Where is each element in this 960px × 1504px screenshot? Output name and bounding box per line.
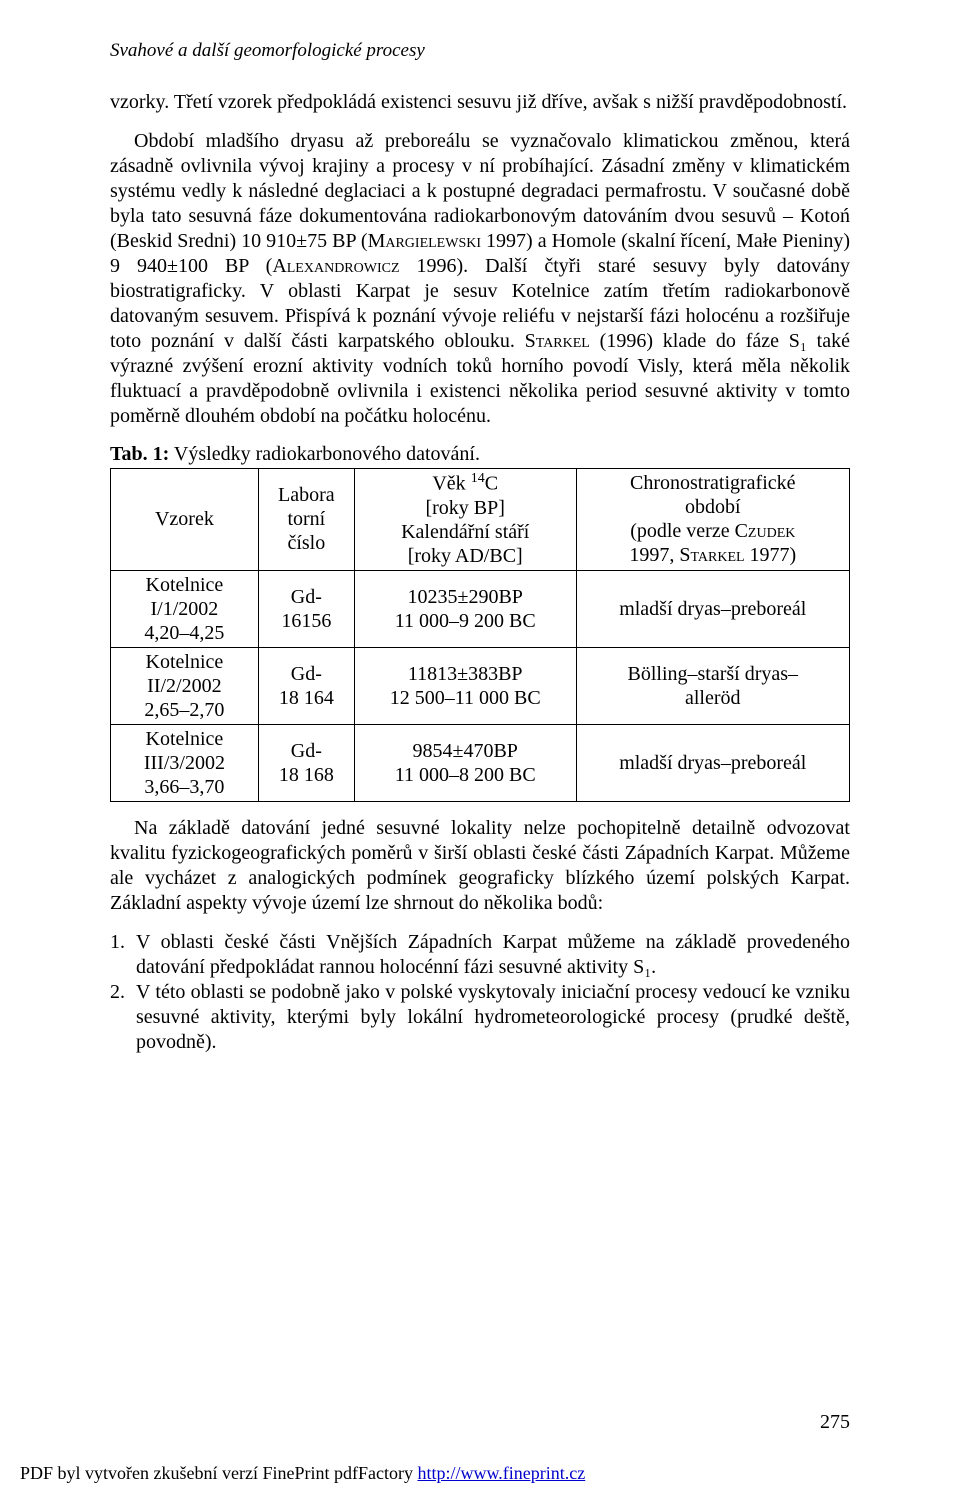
list-text: V této oblasti se podobně jako v polské … [136,980,850,1055]
list-text: V oblasti české části Vnějších Západních… [136,930,850,980]
list-item: 2. V této oblasti se podobně jako v pols… [110,980,850,1055]
running-header: Svahové a další geomorfologické procesy [110,40,850,62]
th-age: Věk 14C [roky BP] Kalendářní stáří [roky… [354,469,576,571]
paragraph-1: vzorky. Třetí vzorek předpokládá existen… [110,90,850,115]
cell-chrono: mladší dryas–preboreál [576,570,849,647]
th-chrono: Chronostratigrafické období (podle verze… [576,469,849,571]
results-table: Vzorek Labora torní číslo Věk 14C [roky … [110,468,850,802]
table-row: Kotelnice III/3/2002 3,66–3,70 Gd- 18 16… [111,724,850,801]
cell-chrono: mladší dryas–preboreál [576,724,849,801]
cell-age: 9854±470BP 11 000–8 200 BC [354,724,576,801]
cell-lab: Gd- 16156 [258,570,354,647]
cell-chrono: Bölling–starší dryas– alleröd [576,647,849,724]
table-caption: Tab. 1: Výsledky radiokarbonového datová… [110,443,850,466]
footer-link[interactable]: http://www.fineprint.cz [417,1463,585,1483]
paragraph-3: Na základě datování jedné sesuvné lokali… [110,816,850,916]
th-lab: Labora torní číslo [258,469,354,571]
list-number: 1. [110,930,136,980]
p2-sc3: Starkel [525,330,590,352]
table-caption-rest: Výsledky radiokarbonového datování. [169,443,480,465]
page-number: 275 [820,1411,850,1434]
cell-sample: Kotelnice I/1/2002 4,20–4,25 [111,570,259,647]
paragraph-2: Období mladšího dryasu až preboreálu se … [110,129,850,429]
cell-age: 11813±383BP 12 500–11 000 BC [354,647,576,724]
list-number: 2. [110,980,136,1055]
p2-sc1: Margielewski [368,230,481,252]
footer-text: PDF byl vytvořen zkušební verzí FinePrin… [20,1463,417,1483]
table-row: Kotelnice II/2/2002 2,65–2,70 Gd- 18 164… [111,647,850,724]
cell-lab: Gd- 18 168 [258,724,354,801]
cell-lab: Gd- 18 164 [258,647,354,724]
cell-age: 10235±290BP 11 000–9 200 BC [354,570,576,647]
pdf-footer: PDF byl vytvořen zkušební verzí FinePrin… [0,1463,585,1484]
cell-sample: Kotelnice III/3/2002 3,66–3,70 [111,724,259,801]
numbered-list: 1. V oblasti české části Vnějších Západn… [110,930,850,1055]
table-row: Kotelnice I/1/2002 4,20–4,25 Gd- 16156 1… [111,570,850,647]
table-header-row: Vzorek Labora torní číslo Věk 14C [roky … [111,469,850,571]
th-sample: Vzorek [111,469,259,571]
list-item: 1. V oblasti české části Vnějších Západn… [110,930,850,980]
p2-sc2: Alexandrowicz [272,255,399,277]
table-caption-bold: Tab. 1: [110,443,169,465]
cell-sample: Kotelnice II/2/2002 2,65–2,70 [111,647,259,724]
